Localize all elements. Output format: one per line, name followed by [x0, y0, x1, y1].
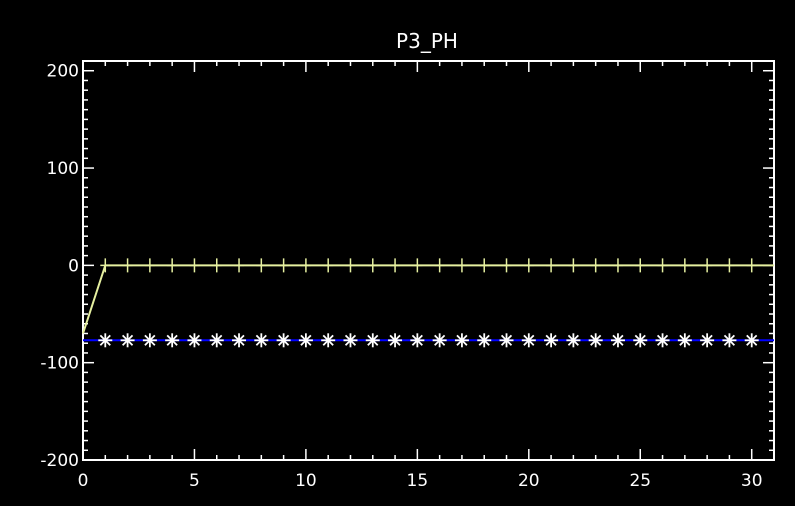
data-point [234, 258, 245, 273]
y-tick-label: -200 [40, 451, 79, 471]
data-point [432, 333, 447, 348]
x-tick-label: 30 [741, 471, 763, 491]
x-tick-label: 20 [518, 471, 540, 491]
data-point [655, 333, 670, 348]
data-point [657, 258, 668, 273]
data-point [612, 258, 623, 273]
axis-tick-labels: 0 5 10 15 20 25 30 -200 -100 0 100 200 [40, 62, 762, 491]
data-point [98, 333, 113, 348]
data-point [544, 333, 559, 348]
data-point [298, 333, 313, 348]
data-point [256, 258, 267, 273]
data-point [744, 333, 759, 348]
y-tick-label: -100 [40, 354, 79, 374]
x-tick-label: 15 [407, 471, 429, 491]
plot-frame [82, 60, 775, 461]
data-point [635, 258, 646, 273]
data-point [700, 333, 715, 348]
x-tick-label: 25 [629, 471, 651, 491]
data-point [434, 258, 445, 273]
data-point [276, 333, 291, 348]
series-layer [82, 258, 774, 348]
data-point [144, 258, 155, 273]
data-point [546, 258, 557, 273]
data-point [702, 258, 713, 273]
data-point [232, 333, 247, 348]
series-2 [83, 333, 774, 348]
data-point [254, 333, 269, 348]
data-point [165, 333, 180, 348]
data-point [278, 258, 289, 273]
x-tick-label: 0 [78, 471, 89, 491]
x-tick-label: 5 [189, 471, 200, 491]
data-point [323, 258, 334, 273]
data-point [120, 333, 135, 348]
data-point [345, 258, 356, 273]
data-point [187, 333, 202, 348]
data-point [189, 258, 200, 273]
data-point [142, 333, 157, 348]
data-point [410, 333, 425, 348]
data-point [365, 333, 380, 348]
data-point [677, 333, 692, 348]
data-point [211, 258, 222, 273]
data-point [633, 333, 648, 348]
data-point [479, 258, 490, 273]
data-point [412, 258, 423, 273]
data-point [499, 333, 514, 348]
data-point [566, 333, 581, 348]
data-point [454, 333, 469, 348]
data-point [209, 333, 224, 348]
data-point [590, 258, 601, 273]
data-point [343, 333, 358, 348]
data-point [679, 258, 690, 273]
data-point [367, 258, 378, 273]
x-tick-label: 10 [295, 471, 317, 491]
data-point [477, 333, 492, 348]
axis-ticks [82, 60, 775, 461]
data-point [388, 333, 403, 348]
data-point [456, 258, 467, 273]
data-point [300, 258, 311, 273]
y-tick-label: 0 [68, 256, 79, 276]
data-point [100, 258, 111, 273]
data-point [167, 258, 178, 273]
y-tick-label: 100 [47, 159, 79, 179]
series-1 [82, 258, 774, 334]
data-point [521, 333, 536, 348]
data-point [501, 258, 512, 273]
chart-title: P3_PH [396, 29, 458, 53]
data-point [122, 258, 133, 273]
data-point [610, 333, 625, 348]
data-point [746, 258, 757, 273]
data-point [568, 258, 579, 273]
y-tick-label: 200 [47, 62, 79, 82]
data-point [588, 333, 603, 348]
data-point [321, 333, 336, 348]
data-point [724, 258, 735, 273]
data-point [390, 258, 401, 273]
data-point [523, 258, 534, 273]
data-point [722, 333, 737, 348]
